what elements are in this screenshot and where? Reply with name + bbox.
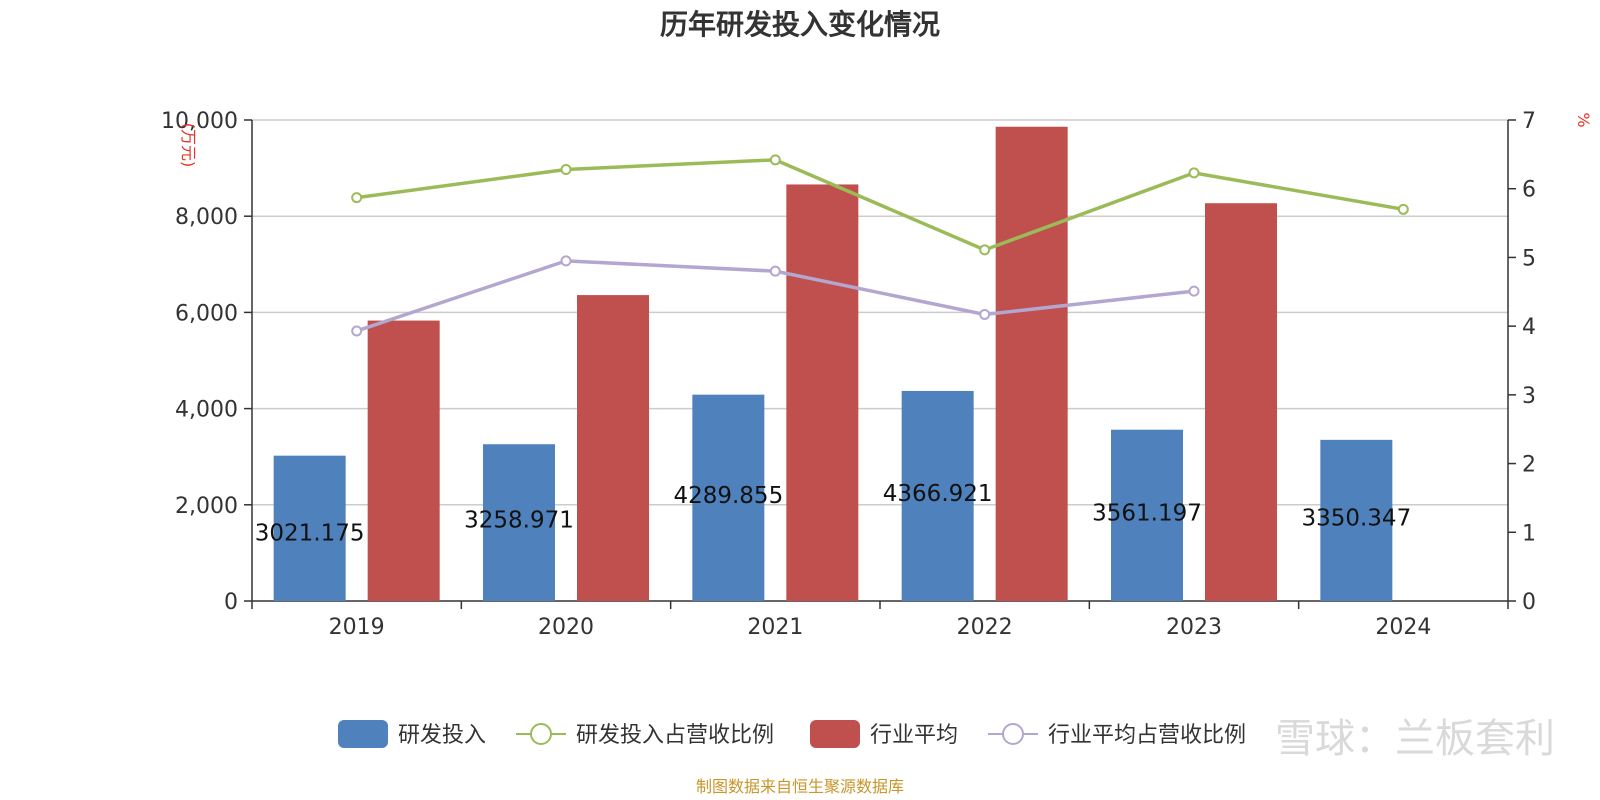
- left-y-axis: 0 2,000 4,000 6,000 8,000 10,000: [161, 109, 253, 615]
- left-tick-label: 6,000: [175, 301, 238, 326]
- legend: 研发投入 研发投入占营收比例 行业平均 行业平均占营收比例: [338, 720, 1246, 748]
- bar-rd-investment-2021: [692, 394, 765, 601]
- line-series: [351, 154, 1409, 337]
- right-tick-label: 6: [1522, 178, 1536, 203]
- left-tick-label: 4,000: [175, 398, 238, 423]
- bar-series: [273, 126, 1393, 602]
- line-point: [1397, 203, 1409, 215]
- chart-title: 历年研发投入变化情况: [660, 8, 940, 41]
- bar-rd-investment-2022: [901, 390, 974, 601]
- legend-swatch-bar: [810, 720, 860, 748]
- data-labels: 3021.175 3258.971 4289.855 4366.921 3561.197…: [255, 481, 1411, 546]
- x-tick-label: 2023: [1166, 615, 1222, 640]
- x-tick-label: 2022: [957, 615, 1013, 640]
- data-label: 3350.347: [1301, 505, 1411, 531]
- line-point: [979, 244, 991, 256]
- right-tick-label: 5: [1522, 246, 1536, 271]
- bar-rd-investment-2024: [1320, 439, 1393, 601]
- bar-industry-average-2019: [367, 320, 440, 601]
- legend-label: 行业平均: [870, 723, 958, 748]
- legend-label: 研发投入: [398, 723, 486, 748]
- line-rd-ratio: [356, 158, 1404, 252]
- x-axis: 2019 2020 2021 2022 2023 2024: [251, 600, 1509, 640]
- right-axis-unit: %: [1574, 112, 1593, 127]
- x-tick-label: 2024: [1375, 615, 1431, 640]
- bar-rd-investment-2020: [483, 444, 555, 601]
- left-tick-label: 10,000: [161, 109, 238, 134]
- line-point: [979, 308, 991, 320]
- right-tick-label: 3: [1522, 384, 1536, 409]
- bar-industry-average-2023: [1205, 203, 1277, 601]
- data-label: 3258.971: [464, 508, 574, 534]
- source-note: 制图数据来自恒生聚源数据库: [696, 777, 904, 796]
- left-axis-unit: (万元): [179, 123, 198, 168]
- bar-rd-investment-2023: [1111, 429, 1183, 601]
- grid-lines: [252, 119, 1508, 506]
- bar-rd-investment-2019: [273, 455, 346, 601]
- line-point: [769, 154, 781, 166]
- legend-label: 研发投入占营收比例: [576, 723, 774, 748]
- right-tick-label: 0: [1522, 590, 1536, 615]
- right-y-axis: 0 1 2 3 4 5 6 7: [1507, 109, 1536, 615]
- x-tick-label: 2021: [747, 615, 803, 640]
- line-point: [1188, 285, 1200, 297]
- right-tick-label: 4: [1522, 315, 1536, 340]
- right-tick-label: 7: [1522, 109, 1536, 134]
- data-label: 4366.921: [883, 481, 993, 507]
- x-tick-label: 2020: [538, 615, 594, 640]
- line-point: [560, 163, 572, 175]
- data-label: 4289.855: [673, 483, 783, 509]
- legend-swatch-marker: [530, 723, 552, 745]
- data-label: 3021.175: [255, 520, 365, 546]
- data-label: 3561.197: [1092, 500, 1202, 526]
- watermark: 雪球：兰板套利: [1275, 716, 1555, 762]
- x-tick-label: 2019: [329, 615, 385, 640]
- line-point: [560, 255, 572, 267]
- left-tick-label: 2,000: [175, 494, 238, 519]
- bar-industry-average-2021: [786, 184, 859, 602]
- legend-label: 行业平均占营收比例: [1048, 723, 1246, 748]
- line-point: [769, 265, 781, 277]
- left-tick-label: 8,000: [175, 205, 238, 230]
- left-tick-label: 0: [224, 590, 238, 615]
- bar-industry-average-2022: [995, 126, 1068, 601]
- legend-swatch-bar: [338, 720, 388, 748]
- right-tick-label: 2: [1522, 453, 1536, 478]
- line-point: [1188, 167, 1200, 179]
- bar-industry-average-2020: [577, 295, 649, 601]
- line-point: [351, 192, 363, 204]
- line-point: [351, 325, 363, 337]
- legend-swatch-marker: [1002, 723, 1024, 745]
- right-tick-label: 1: [1522, 521, 1536, 546]
